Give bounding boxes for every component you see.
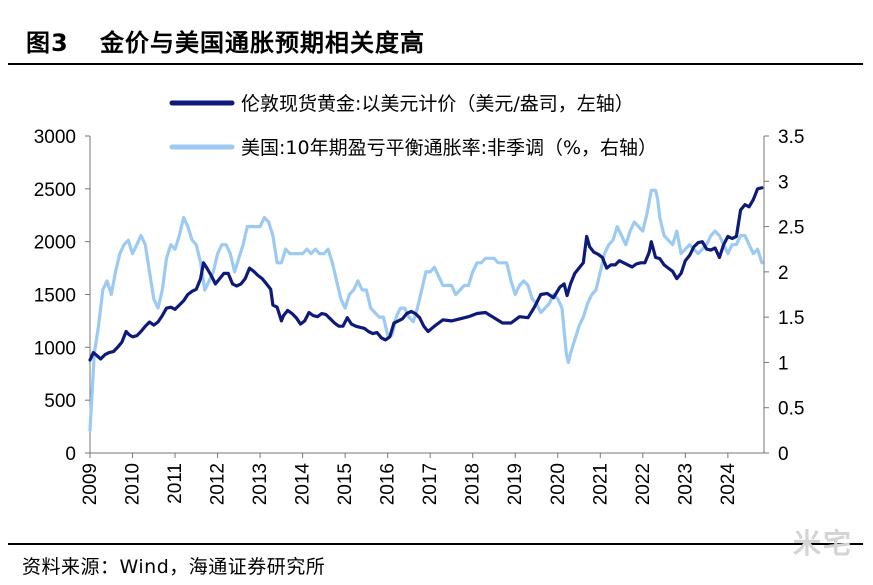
x-tick-label: 2015 xyxy=(335,463,356,505)
left-tick-label: 2500 xyxy=(34,180,76,201)
x-tick-label: 2024 xyxy=(718,463,739,506)
left-tick-label: 3000 xyxy=(34,127,76,148)
source-note: 资料来源：Wind，海通证券研究所 xyxy=(22,556,326,578)
left-tick-label: 1000 xyxy=(34,338,76,359)
x-tick-label: 2023 xyxy=(675,463,696,505)
right-tick-label: 3 xyxy=(778,172,789,193)
right-tick-label: 0.5 xyxy=(778,399,804,420)
x-tick-label: 2009 xyxy=(80,463,101,505)
left-tick-label: 500 xyxy=(44,391,76,412)
footer-rule xyxy=(8,543,863,545)
x-tick-label: 2019 xyxy=(505,463,526,505)
right-tick-label: 3.5 xyxy=(778,127,804,148)
x-tick-label: 2017 xyxy=(420,463,441,505)
series-line-breakeven xyxy=(88,188,764,432)
series-line-gold xyxy=(88,186,764,362)
x-tick-label: 2014 xyxy=(293,463,314,506)
x-tick-label: 2011 xyxy=(165,463,186,504)
x-tick-label: 2018 xyxy=(463,463,484,505)
right-tick-label: 1.5 xyxy=(778,308,804,329)
x-tick-label: 2013 xyxy=(250,463,271,505)
figure-title: 金价与美国通胀预期相关度高 xyxy=(100,29,425,57)
chart-header: 图3 金价与美国通胀预期相关度高 xyxy=(8,8,863,64)
x-tick-label: 2022 xyxy=(633,463,654,505)
figure-label: 图3 xyxy=(26,29,69,57)
x-tick-label: 2016 xyxy=(378,463,399,505)
right-tick-label: 0 xyxy=(778,444,789,465)
left-tick-label: 2000 xyxy=(34,233,76,254)
right-tick-label: 2.5 xyxy=(778,218,804,239)
x-tick-label: 2010 xyxy=(123,463,144,505)
x-tick-label: 2012 xyxy=(208,463,229,505)
header-rule xyxy=(8,63,863,65)
right-tick-label: 1 xyxy=(778,353,789,374)
right-tick-label: 2 xyxy=(778,263,789,284)
legend-label-breakeven: 美国:10年期盈亏平衡通胀率:非季调（%，右轴） xyxy=(241,137,657,159)
x-tick-label: 2020 xyxy=(548,463,569,505)
left-tick-label: 0 xyxy=(65,444,76,465)
legend-label-gold: 伦敦现货黄金:以美元计价（美元/盎司，左轴） xyxy=(241,93,634,115)
left-tick-label: 1500 xyxy=(34,286,76,307)
watermark-text: 米宅 xyxy=(792,527,853,560)
x-tick-label: 2021 xyxy=(590,463,611,505)
